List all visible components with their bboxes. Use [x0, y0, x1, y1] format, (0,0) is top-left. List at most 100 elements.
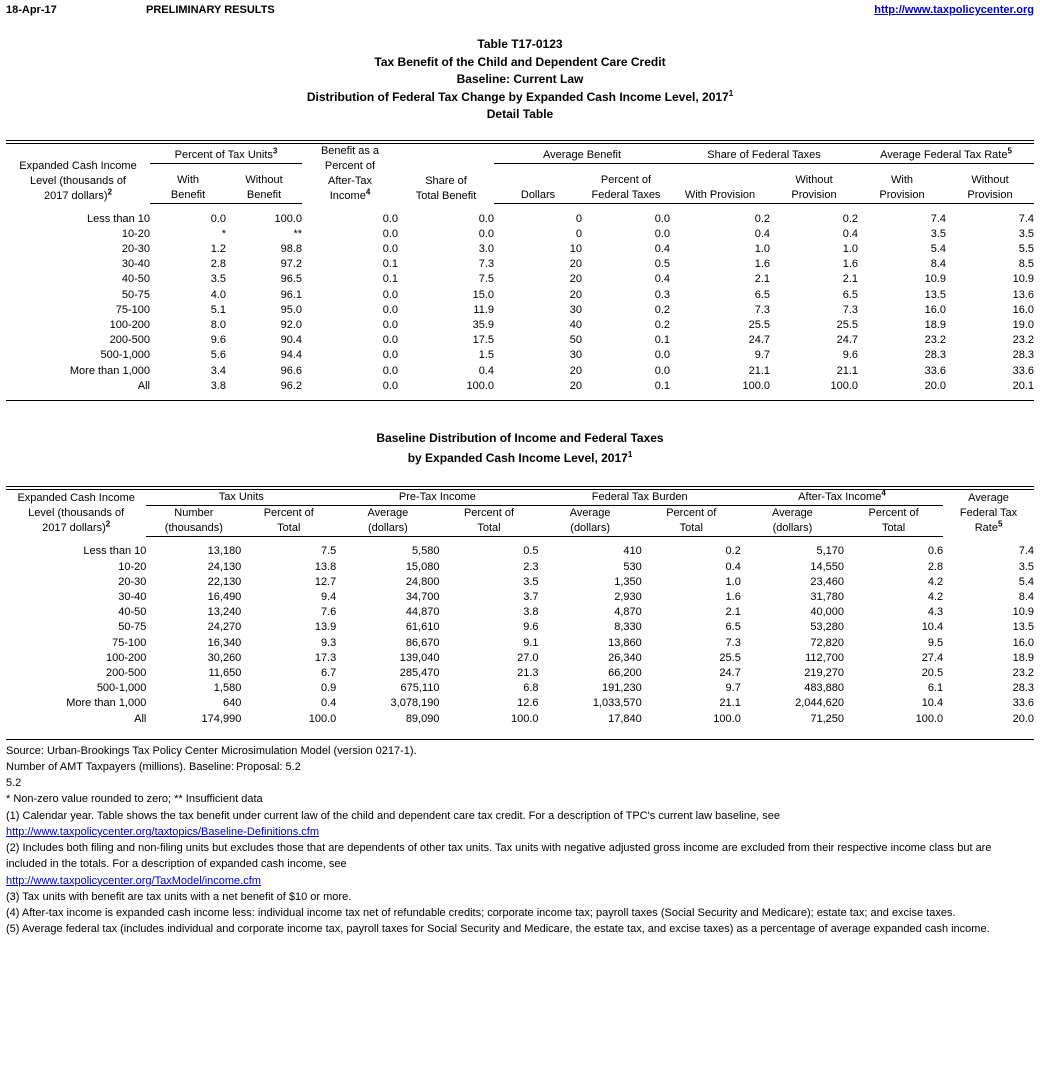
data-cell: 30 — [569, 349, 582, 362]
data-cell: 0.3 — [654, 288, 670, 301]
data-cell: 20 — [569, 258, 582, 271]
data-cell: 483,880 — [804, 682, 845, 695]
data-cell: 25.5 — [836, 318, 858, 331]
table-row: 20-30 1.2 98.8 0.0 3.0 10 0.4 1.0 1.0 5.4 5.5 — [6, 242, 1034, 257]
baseline-definitions-link[interactable]: http://www.taxpolicycenter.org/taxtopics… — [6, 825, 320, 838]
note-2-link[interactable]: http://www.taxpolicycenter.org/TaxModel/… — [6, 873, 1034, 889]
data-cell: 19.0 — [1012, 318, 1034, 331]
data-cell: 9.6 — [842, 349, 858, 362]
data-cell: 3.4 — [210, 364, 226, 377]
table2-col-tax-units-percent: Percent of Total — [241, 505, 337, 537]
tpc-url-link[interactable]: http://www.taxpolicycenter.org — [874, 4, 1034, 16]
table2-col-ati-average: Average (dollars) — [740, 505, 845, 537]
data-cell: 3.8 — [523, 606, 539, 619]
tpc-url-anchor[interactable]: http://www.taxpolicycenter.org — [874, 4, 1034, 16]
data-cell: 24.7 — [836, 334, 858, 347]
row-label: 200-500 — [109, 334, 150, 347]
data-cell: 50 — [569, 334, 582, 347]
table2-title-line2: by Expanded Cash Income Level, 20171 — [407, 449, 633, 465]
data-cell: 30 — [569, 303, 582, 316]
data-cell: 5,580 — [411, 545, 440, 558]
data-cell: 0.1 — [654, 334, 670, 347]
note-1-link[interactable]: http://www.taxpolicycenter.org/taxtopics… — [6, 824, 1034, 840]
data-cell: 44,870 — [405, 606, 440, 619]
row-label: 10-20 — [118, 560, 147, 573]
data-cell: 0.0 — [382, 318, 398, 331]
table2-stub-header: Expanded Cash Income Level (thousands of… — [6, 489, 146, 536]
data-cell: 94.4 — [280, 349, 302, 362]
row-label: 50-75 — [118, 621, 147, 634]
row-label: 500-1,000 — [96, 682, 147, 695]
table-row: 10-20 * ** 0.0 0.0 0 0.0 0.4 0.4 3.5 3.5 — [6, 227, 1034, 242]
data-cell: 4.3 — [927, 606, 944, 619]
data-cell: 13,180 — [207, 545, 242, 558]
table1-group-share-of-federal-taxes: Share of Federal Taxes — [670, 143, 858, 165]
data-cell: 96.6 — [280, 364, 302, 377]
data-cell: 24,130 — [207, 560, 242, 573]
table2-col-tax-units-number: Number (thousands) — [146, 505, 242, 537]
data-cell: 40,000 — [810, 606, 845, 619]
data-cell: 2.1 — [725, 606, 741, 619]
note-amt-proposal: Proposal: 5.2 — [236, 761, 301, 774]
data-cell: 20 — [569, 288, 582, 301]
table-row: 30-40 16,490 9.4 34,700 3.7 2,930 1.6 31,780 4.2… — [6, 590, 1034, 605]
data-cell: 0.0 — [382, 379, 398, 392]
table-number: Table T17-0123 — [477, 37, 563, 51]
data-cell: 6.5 — [842, 288, 858, 301]
data-cell: 20 — [569, 379, 582, 392]
data-cell: 23,460 — [810, 575, 845, 588]
table-subtitle-text: Distribution of Federal Tax Change by Ex… — [306, 89, 729, 104]
data-cell: * — [221, 227, 226, 240]
table2-col-pretax-percent: Percent of Total — [439, 505, 539, 537]
data-cell: 21.1 — [748, 364, 770, 377]
data-cell: 17.3 — [314, 651, 337, 664]
data-cell: 1,350 — [614, 575, 642, 588]
table2-sub-header-row: Number (thousands) Percent of Total Aver… — [6, 505, 1034, 537]
data-cell: 3.7 — [523, 591, 539, 604]
table1-col-with-benefit: With Benefit — [150, 163, 226, 204]
data-cell: 1.6 — [754, 258, 770, 271]
row-label: 100-200 — [105, 651, 147, 664]
row-label: 20-30 — [118, 575, 147, 588]
data-cell: 2.8 — [927, 560, 944, 573]
data-cell: 0.2 — [654, 318, 670, 331]
report-date: 18-Apr-17 — [6, 4, 57, 16]
row-label: 40-50 — [118, 606, 147, 619]
row-label: 20-30 — [121, 242, 150, 255]
data-cell: 5.5 — [1018, 242, 1034, 255]
data-cell: 1,033,570 — [592, 697, 642, 710]
table-row: All 3.8 96.2 0.0 100.0 20 0.1 100.0 100.0 20.0 20.… — [6, 379, 1034, 394]
table1-body: Less than 10 0.0 100.0 0.0 0.0 0 0.0 0.2 0.2 7.4 7… — [6, 212, 1034, 394]
data-cell: 71,250 — [810, 712, 845, 725]
data-cell: 23.2 — [924, 334, 946, 347]
data-cell: 0.0 — [654, 349, 670, 362]
data-cell: 2.8 — [210, 258, 226, 271]
data-cell: 31,780 — [810, 591, 845, 604]
data-cell: 0.2 — [754, 212, 770, 225]
data-cell: 33.6 — [1012, 364, 1034, 377]
data-cell: 96.5 — [280, 273, 302, 286]
table2-title-line1: Baseline Distribution of Income and Fede… — [376, 430, 664, 445]
data-cell: 72,820 — [810, 636, 845, 649]
table-row: 200-500 11,650 6.7 285,470 21.3 66,200 24.7 219… — [6, 666, 1034, 681]
note-4: (4) After-tax income is expanded cash in… — [6, 906, 956, 919]
data-cell: 7.6 — [320, 606, 337, 619]
table1-stub-header: Expanded Cash Income Level (thousands of… — [6, 143, 150, 204]
data-cell: 410 — [623, 545, 642, 558]
table-row: Less than 10 0.0 100.0 0.0 0.0 0 0.0 0.2 0.2 7.4 7… — [6, 212, 1034, 227]
table-row: Less than 10 13,180 7.5 5,580 0.5 410 0.2 5,170… — [6, 544, 1034, 559]
table1-bottom-rule — [6, 400, 1034, 402]
data-cell: 9.5 — [927, 636, 944, 649]
data-cell: 35.9 — [472, 318, 494, 331]
taxmodel-income-link[interactable]: http://www.taxpolicycenter.org/TaxModel/… — [6, 874, 261, 887]
data-cell: 20 — [569, 273, 582, 286]
data-cell: 139,040 — [399, 651, 440, 664]
note-2: (2) Includes both filing and non-filing … — [6, 842, 992, 871]
data-cell: 2.3 — [523, 560, 539, 573]
data-cell: 95.0 — [280, 303, 302, 316]
note-5: (5) Average federal tax (includes indivi… — [6, 923, 990, 936]
data-cell: 13,860 — [608, 636, 642, 649]
table2-col-ati-percent: Percent of Total — [844, 505, 944, 537]
data-cell: 9.3 — [320, 636, 337, 649]
data-cell: 675,110 — [400, 682, 440, 695]
